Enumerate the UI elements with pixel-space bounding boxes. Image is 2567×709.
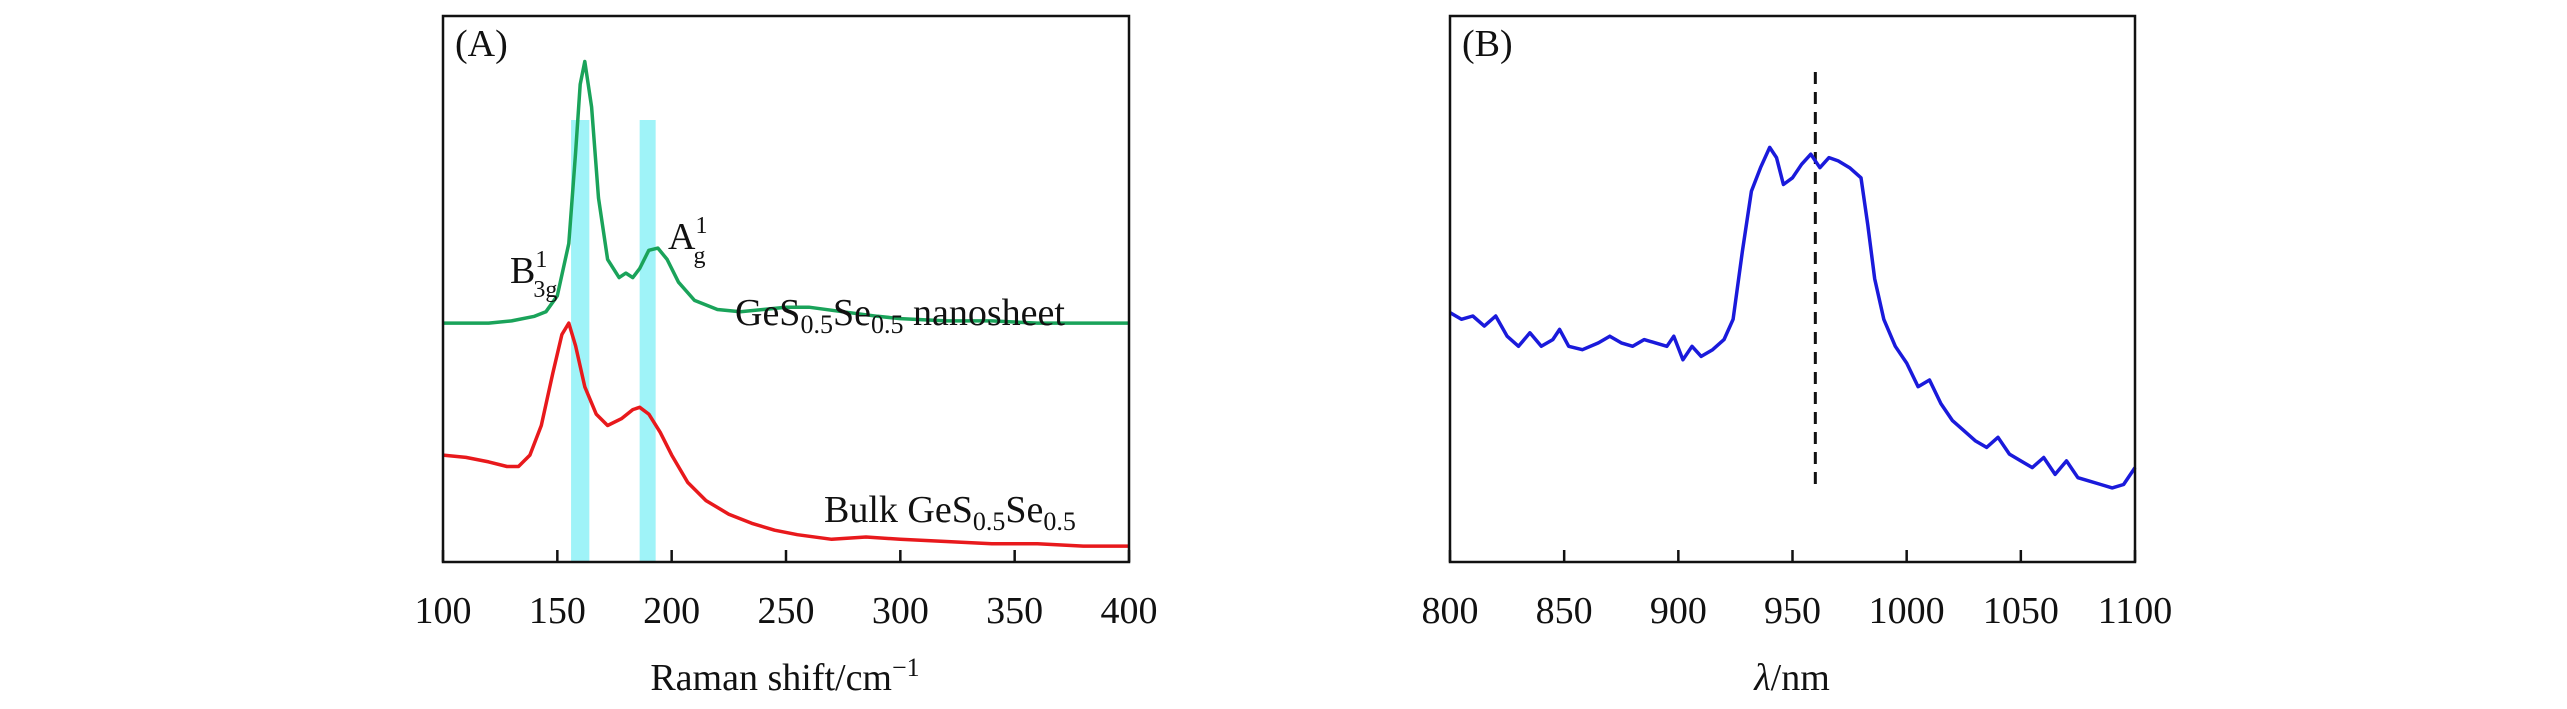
panel-b: 800 850 900 950 1000 1050 1100 (B) λ/nm (1422, 14, 2173, 699)
panel-a-x-tick-label-3: 250 (758, 590, 815, 632)
panel-b-x-axis-label: λ/nm (1753, 657, 1830, 699)
panel-b-series (1449, 145, 2137, 490)
panel-a-x-axis-label: Raman shift/cm−1 (650, 653, 919, 700)
annotation-ag: A1 g (668, 213, 707, 269)
panel-b-frame (1448, 14, 2137, 564)
panel-b-x-tick-label-6: 1100 (2098, 590, 2173, 632)
panel-b-x-tick-label-5: 1050 (1983, 590, 2059, 632)
panel-b-x-tick-label-1: 850 (1536, 590, 1593, 632)
panel-b-x-tick-label-2: 900 (1650, 590, 1707, 632)
panel-b-x-ticks: 800 850 900 950 1000 1050 1100 (1422, 550, 2173, 632)
panel-b-x-tick-label-0: 800 (1422, 590, 1479, 632)
panel-a-x-tick-label-2: 200 (643, 590, 700, 632)
panel-a-x-ticks: 100 150 200 250 300 350 400 (415, 550, 1158, 632)
panel-a-x-tick-label-4: 300 (872, 590, 929, 632)
panel-b-series-line-0 (1449, 145, 2137, 490)
series-label-bulk: Bulk GeS0.5Se0.5 (824, 489, 1076, 536)
panel-b-x-tick-label-4: 1000 (1869, 590, 1945, 632)
panel-a-x-axis-label-sup: −1 (892, 653, 920, 682)
panel-a-x-tick-label-5: 350 (986, 590, 1043, 632)
highlight-band-0 (571, 120, 590, 562)
annotation-b3g: B1 3g (510, 247, 557, 303)
panel-a-series-line-0 (443, 59, 1129, 325)
panel-a-x-tick-label-0: 100 (415, 590, 472, 632)
panel-a-x-tick-label-6: 400 (1101, 590, 1158, 632)
panel-a: 100 150 200 250 300 350 400 (A) Raman shift/cm… (415, 14, 1158, 700)
panel-b-label: (B) (1462, 23, 1513, 65)
panel-a-label: (A) (455, 23, 508, 65)
panel-a-series (442, 59, 1129, 548)
highlight-band-1 (639, 120, 656, 562)
panel-a-series-line-1 (442, 321, 1129, 548)
panel-b-x-tick-label-3: 950 (1764, 590, 1821, 632)
panel-a-x-tick-label-1: 150 (529, 590, 586, 632)
panel-a-highlight-bands (571, 120, 656, 562)
series-label-nanosheet: GeS0.5Se0.5 nanosheet (735, 292, 1065, 339)
